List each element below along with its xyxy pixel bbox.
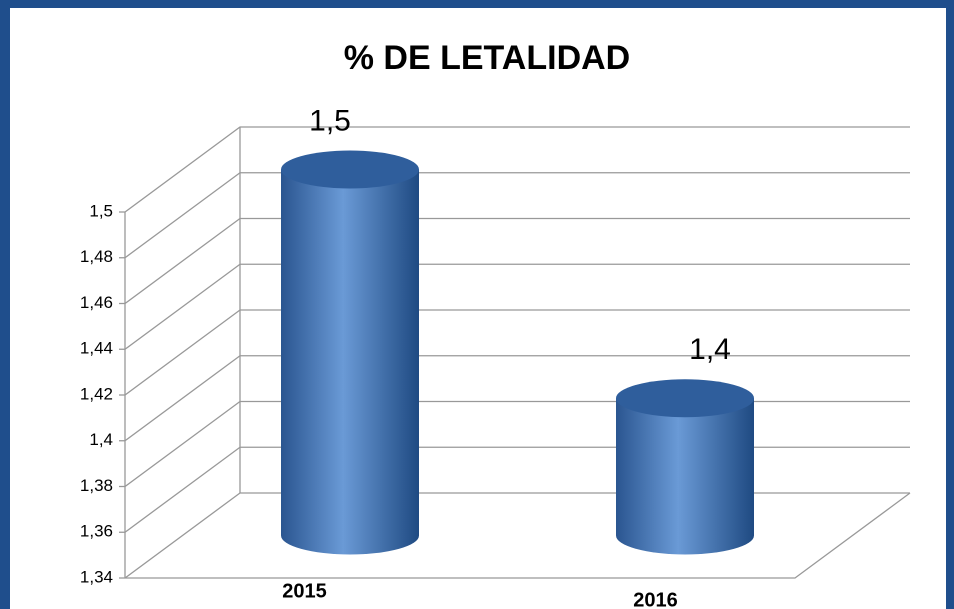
grid-line [124,172,910,259]
cylinder-body [616,398,754,555]
grid-line [124,126,910,213]
grid-line [124,263,910,350]
cylinder-body [281,169,419,555]
cylinder [281,150,419,555]
y-tick-label: 1,44 [80,339,113,358]
y-tick-label: 1,4 [89,430,113,449]
cylinder [616,379,754,555]
grid-line [124,309,910,396]
grid-line [124,217,910,305]
floor [125,492,911,579]
cylinder-top [616,379,754,418]
cylinder-top [281,150,419,189]
y-tick-label: 1,36 [80,522,113,541]
data-label: 1,5 [309,104,351,137]
y-tick-label: 1,34 [80,567,113,586]
grid: 1,34 1,36 1,38 1,4 1,42 1,44 1,46 1,48 1,5 [80,126,911,586]
data-label: 1,4 [689,333,731,366]
chart-title: % DE LETALIDAD [344,39,630,77]
y-tick-label: 1,48 [80,247,113,266]
y-tick-label: 1,42 [80,384,113,403]
x-tick-label: 2015 [282,580,327,602]
x-tick-label: 2016 [633,589,678,609]
bars [281,150,754,555]
plot-background [10,8,946,609]
grid-line [124,355,910,442]
y-tick-label: 1,5 [89,201,113,220]
y-tick-label: 1,46 [80,293,113,312]
y-tick-label: 1,38 [80,476,113,495]
